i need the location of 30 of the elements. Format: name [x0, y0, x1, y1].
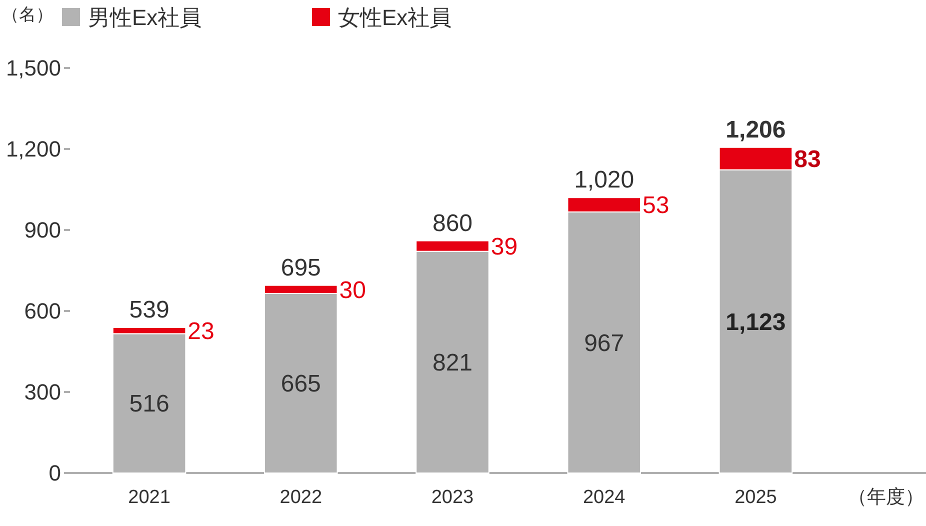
- data-label: 39: [490, 233, 518, 260]
- y-tick-label: 300: [24, 380, 61, 405]
- data-label: 967: [584, 330, 624, 357]
- y-tick-label: 0: [48, 460, 61, 486]
- total-label: 1,020: [574, 166, 634, 194]
- x-tick-label: 2023: [431, 487, 474, 508]
- legend-label: 女性Ex社員: [338, 5, 452, 30]
- data-label: 23: [188, 318, 214, 345]
- y-tick-label: 1,500: [6, 56, 61, 81]
- x-tick-label: 2025: [734, 487, 777, 508]
- y-tick-label: 1,200: [6, 136, 61, 162]
- data-label: 1,123: [726, 308, 786, 336]
- data-label: 516: [129, 390, 170, 418]
- x-tick-label: 2024: [582, 487, 626, 508]
- total-label: 860: [432, 210, 473, 237]
- data-label: 821: [432, 350, 473, 377]
- x-tick-label: 2022: [280, 487, 322, 508]
- data-label: 665: [280, 370, 321, 398]
- y-tick-label: 900: [24, 218, 61, 243]
- y-tick-label: 600: [24, 298, 61, 324]
- total-label: 1,206: [726, 116, 786, 144]
- data-label: 53: [642, 192, 670, 220]
- x-axis-title: （年度）: [848, 486, 924, 508]
- total-label: 695: [280, 254, 321, 282]
- data-label: 30: [339, 276, 366, 304]
- data-label: 83: [794, 146, 821, 173]
- legend-label: 男性Ex社員: [88, 5, 202, 30]
- total-label: 539: [129, 296, 170, 324]
- y-axis-title: （名）: [2, 5, 53, 24]
- x-tick-label: 2021: [128, 487, 170, 508]
